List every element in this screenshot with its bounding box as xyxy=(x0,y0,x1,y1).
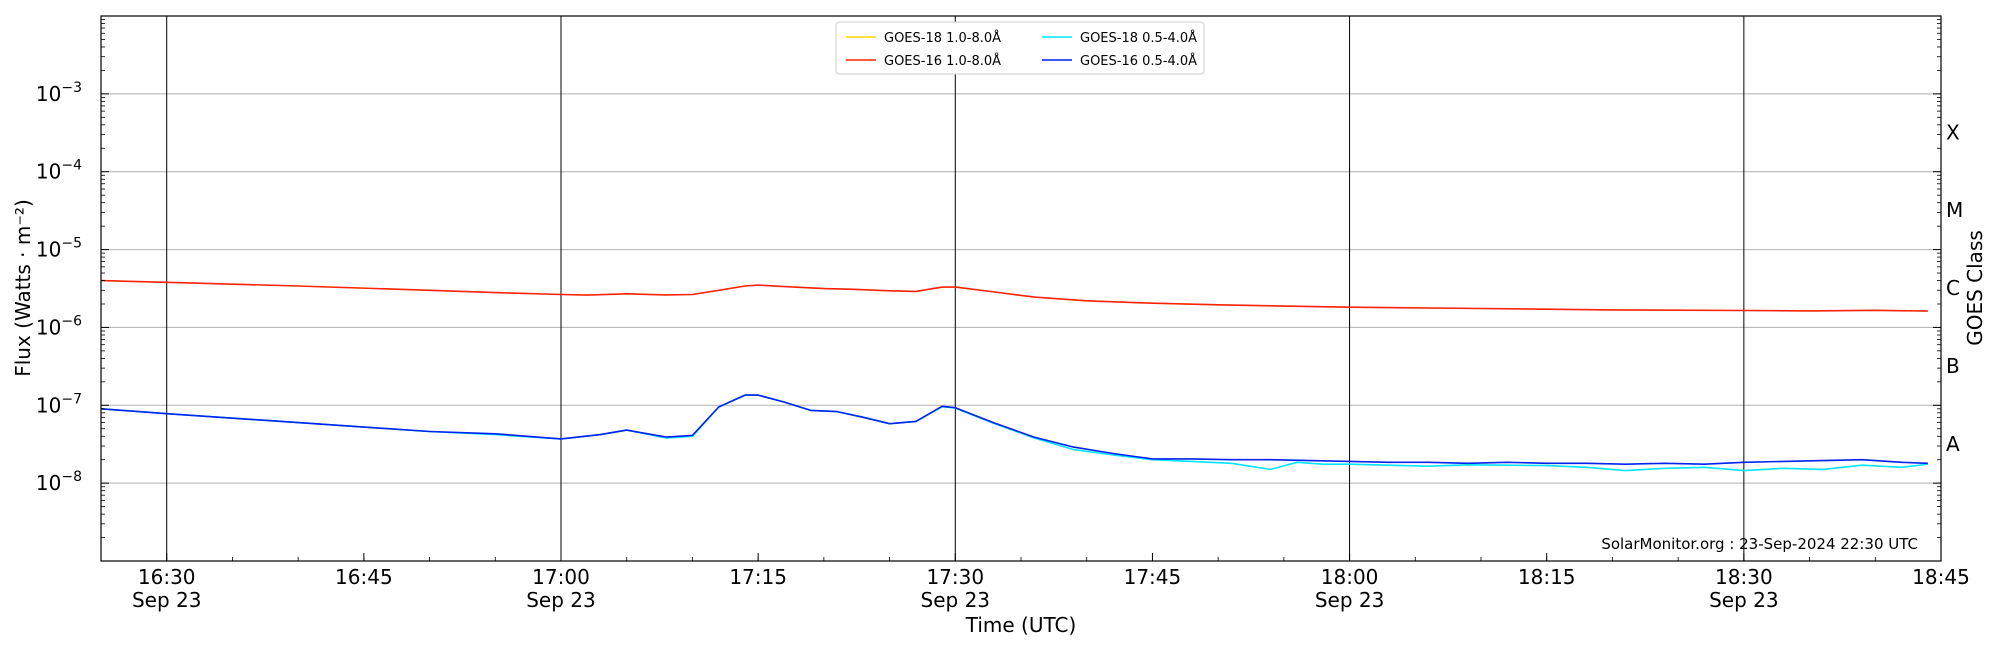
y-tick-exponent: −8 xyxy=(61,469,82,485)
x-tick-date-label: Sep 23 xyxy=(132,588,202,612)
series-line xyxy=(100,279,1928,312)
x-tick-date-label: Sep 23 xyxy=(1315,588,1385,612)
y-tick-exponent: −7 xyxy=(61,391,82,407)
y-axis-title: Flux (Watts · m⁻²) xyxy=(11,199,35,377)
y-tick-base: 10 xyxy=(36,315,61,339)
watermark: SolarMonitor.org : 23-Sep-2024 22:30 UTC xyxy=(1601,535,1918,553)
y-tick-base: 10 xyxy=(36,393,61,417)
y-tick-exponent: −4 xyxy=(61,158,82,174)
x-tick-label: 17:30 xyxy=(926,565,984,589)
x-tick-date-label: Sep 23 xyxy=(526,588,596,612)
x-tick-label: 17:00 xyxy=(532,565,590,589)
goes-class-labels: A B C M X xyxy=(1946,120,1963,455)
x-tick-label: 18:15 xyxy=(1518,565,1576,589)
x-tick-date-label: Sep 23 xyxy=(1709,588,1779,612)
goes-class-label: M xyxy=(1946,198,1963,222)
y-tick-exponent: −3 xyxy=(61,80,82,96)
goes-class-label: C xyxy=(1946,276,1960,300)
goes-class-label: X xyxy=(1946,120,1960,144)
legend-box xyxy=(835,21,1205,75)
goes-class-label: B xyxy=(1946,354,1960,378)
goes-class-label: A xyxy=(1946,432,1960,456)
series-line xyxy=(100,394,1928,465)
y-tick-exponent: −5 xyxy=(61,236,82,252)
y-tick-base: 10 xyxy=(36,238,61,262)
y-tick-exponent: −6 xyxy=(61,313,82,329)
legend-label: GOES-16 1.0-8.0Å xyxy=(884,53,1001,69)
y-tick-base: 10 xyxy=(36,471,61,495)
legend-label: GOES-18 0.5-4.0Å xyxy=(1080,30,1197,46)
y-tick-label: 10−8 xyxy=(36,469,82,495)
grid-lines xyxy=(101,93,1941,484)
axis-ticks xyxy=(100,19,1942,561)
y-tick-base: 10 xyxy=(36,82,61,106)
x-axis-title: Time (UTC) xyxy=(965,613,1077,637)
x-tick-date-label: Sep 23 xyxy=(921,588,991,612)
x-tick-label: 18:00 xyxy=(1321,565,1379,589)
y-tick-label: 10−3 xyxy=(36,80,82,106)
legend-label: GOES-18 1.0-8.0Å xyxy=(884,30,1001,46)
x-tick-label: 17:45 xyxy=(1124,565,1182,589)
y-axis-right-title: GOES Class xyxy=(1963,230,1987,346)
series-lines xyxy=(100,279,1928,472)
legend-label: GOES-16 0.5-4.0Å xyxy=(1080,53,1197,69)
y-tick-labels: 10−310−410−510−610−710−8 xyxy=(36,80,82,495)
y-tick-label: 10−7 xyxy=(36,391,82,417)
x-tick-label: 16:30 xyxy=(138,565,196,589)
y-tick-label: 10−6 xyxy=(36,313,82,339)
y-tick-label: 10−5 xyxy=(36,236,82,262)
x-tick-label: 18:45 xyxy=(1912,565,1970,589)
y-tick-base: 10 xyxy=(36,160,61,184)
legend: GOES-18 1.0-8.0Å GOES-16 1.0-8.0Å GOES-18 … xyxy=(835,21,1205,75)
y-tick-label: 10−4 xyxy=(36,158,82,184)
x-tick-label: 16:45 xyxy=(335,565,393,589)
x-tick-label: 18:30 xyxy=(1715,565,1773,589)
x-tick-label: 17:15 xyxy=(729,565,787,589)
